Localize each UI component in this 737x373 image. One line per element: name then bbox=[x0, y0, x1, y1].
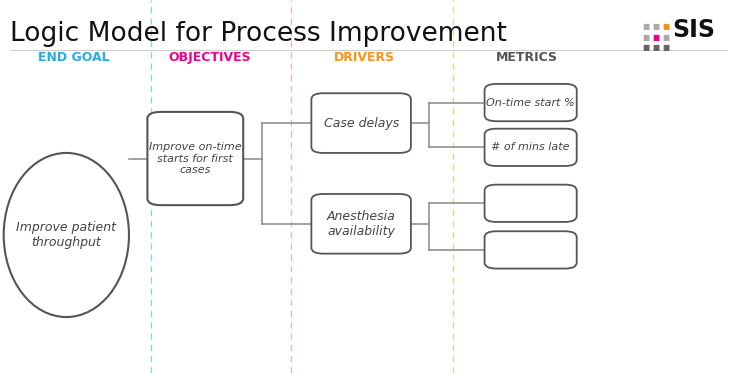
Text: # of mins late: # of mins late bbox=[492, 142, 570, 152]
FancyBboxPatch shape bbox=[485, 185, 576, 222]
Text: Improve patient
throughput: Improve patient throughput bbox=[16, 221, 116, 249]
Text: ■: ■ bbox=[652, 33, 660, 42]
Text: Anesthesia
availability: Anesthesia availability bbox=[326, 210, 396, 238]
Text: On-time start %: On-time start % bbox=[486, 98, 575, 107]
Text: ·: · bbox=[706, 24, 710, 37]
FancyBboxPatch shape bbox=[311, 194, 411, 254]
Text: ■: ■ bbox=[652, 22, 660, 31]
Ellipse shape bbox=[4, 153, 129, 317]
Text: Logic Model for Process Improvement: Logic Model for Process Improvement bbox=[10, 21, 506, 47]
FancyBboxPatch shape bbox=[485, 84, 576, 121]
Text: METRICS: METRICS bbox=[496, 51, 558, 64]
FancyBboxPatch shape bbox=[311, 93, 411, 153]
Text: ■: ■ bbox=[662, 33, 669, 42]
Text: ■: ■ bbox=[643, 22, 650, 31]
Text: SIS: SIS bbox=[672, 18, 715, 42]
Text: END GOAL: END GOAL bbox=[38, 51, 110, 64]
Text: ■: ■ bbox=[652, 43, 660, 52]
Text: OBJECTIVES: OBJECTIVES bbox=[169, 51, 251, 64]
FancyBboxPatch shape bbox=[147, 112, 243, 205]
Text: Improve on-time
starts for first
cases: Improve on-time starts for first cases bbox=[149, 142, 242, 175]
Text: ■: ■ bbox=[662, 43, 669, 52]
Text: ■: ■ bbox=[643, 33, 650, 42]
Text: DRIVERS: DRIVERS bbox=[335, 51, 395, 64]
Text: Case delays: Case delays bbox=[324, 117, 399, 129]
Text: ■: ■ bbox=[643, 43, 650, 52]
FancyBboxPatch shape bbox=[485, 231, 576, 269]
FancyBboxPatch shape bbox=[485, 129, 576, 166]
Text: ■: ■ bbox=[662, 22, 669, 31]
